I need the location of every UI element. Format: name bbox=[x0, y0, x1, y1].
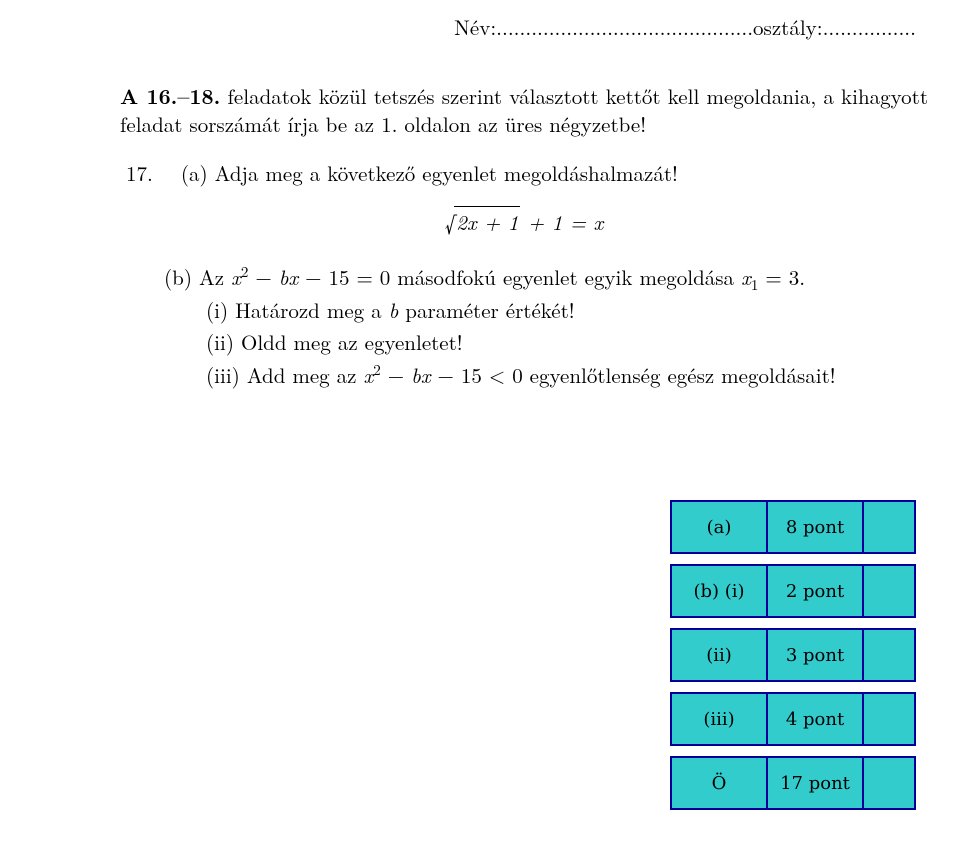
biii-before: Add meg az bbox=[240, 360, 364, 390]
score-points-cell: 3 pont bbox=[767, 629, 863, 681]
name-label: Név: bbox=[454, 12, 496, 42]
score-label-cell: (b) (i) bbox=[671, 565, 767, 617]
header-name-class: Név:....................................… bbox=[120, 12, 928, 42]
score-blank-cell bbox=[863, 565, 915, 617]
score-row: Ö17 pont bbox=[671, 757, 915, 809]
equation-tail: + 1 = x bbox=[520, 207, 603, 237]
sqrt-expr: √2x + 1 bbox=[445, 205, 521, 239]
name-dots: ........................................… bbox=[496, 12, 753, 42]
b-label: (b) bbox=[164, 262, 192, 292]
score-gap-row bbox=[671, 553, 915, 565]
part-b-iii: (iii) Add meg az x2 − bx − 15 < 0 egyenl… bbox=[164, 359, 928, 392]
q17-a-label: (a) bbox=[181, 158, 208, 188]
score-label-cell: Ö bbox=[671, 757, 767, 809]
b-mid2: − 15 = 0 másodfokú egyenlet egyik megold… bbox=[298, 262, 741, 292]
score-gap-cell bbox=[671, 745, 915, 757]
biii-mid2: − 15 < 0 egyenlőtlenség egész megoldásai… bbox=[431, 360, 836, 390]
class-label: osztály: bbox=[753, 12, 823, 42]
page-root: Név:....................................… bbox=[0, 0, 960, 851]
class-dots: ................ bbox=[823, 12, 916, 42]
part-b-i: (i) Határozd meg a b paraméter értékét! bbox=[164, 294, 928, 327]
score-tbody: (a)8 pont(b) (i)2 pont(ii)3 pont(iii)4 p… bbox=[671, 501, 915, 809]
score-row: (a)8 pont bbox=[671, 501, 915, 553]
q17-number: 17. bbox=[126, 158, 153, 188]
part-b-main: (b) Az x2 − bx − 15 = 0 másodfokú egyenl… bbox=[164, 261, 928, 294]
intro-paragraph: A 16.–18. feladatok közül tetszés szerin… bbox=[120, 82, 928, 139]
score-blank-cell bbox=[863, 693, 915, 745]
score-blank-cell bbox=[863, 629, 915, 681]
score-points-cell: 8 pont bbox=[767, 501, 863, 553]
part-b-block: (b) Az x2 − bx − 15 = 0 másodfokú egyenl… bbox=[120, 261, 928, 391]
score-gap-cell bbox=[671, 617, 915, 629]
b-bx: bx bbox=[279, 262, 298, 292]
score-label-cell: (ii) bbox=[671, 629, 767, 681]
score-row: (iii)4 pont bbox=[671, 693, 915, 745]
bii-label: (ii) bbox=[206, 327, 234, 357]
score-points-cell: 4 pont bbox=[767, 693, 863, 745]
bi-text: Határozd meg a bbox=[228, 295, 388, 325]
biii-mid1: − bbox=[381, 360, 411, 390]
score-gap-cell bbox=[671, 553, 915, 565]
b-before: Az bbox=[192, 262, 231, 292]
intro-prefix: A 16.–18. bbox=[120, 81, 220, 111]
sqrt-radicand: 2x + 1 bbox=[454, 206, 520, 237]
biii-exp: 2 bbox=[373, 359, 381, 380]
bii-text: Oldd meg az egyenletet! bbox=[234, 327, 463, 357]
bi-tail: paraméter értékét! bbox=[398, 295, 574, 325]
score-points-cell: 2 pont bbox=[767, 565, 863, 617]
score-row: (b) (i)2 pont bbox=[671, 565, 915, 617]
score-gap-row bbox=[671, 617, 915, 629]
score-gap-row bbox=[671, 745, 915, 757]
score-blank-cell bbox=[863, 501, 915, 553]
score-row: (ii)3 pont bbox=[671, 629, 915, 681]
radicand-text: 2x + 1 bbox=[456, 207, 518, 237]
biii-bx: bx bbox=[411, 360, 430, 390]
score-gap-row bbox=[671, 681, 915, 693]
score-blank-cell bbox=[863, 757, 915, 809]
b-x1: x bbox=[741, 262, 751, 292]
bi-b: b bbox=[389, 295, 399, 325]
b-eq3: = 3. bbox=[758, 262, 805, 292]
biii-x: x bbox=[364, 360, 374, 390]
question-17: 17. (a) Adja meg a következő egyenlet me… bbox=[120, 159, 928, 187]
score-gap-cell bbox=[671, 681, 915, 693]
score-table: (a)8 pont(b) (i)2 pont(ii)3 pont(iii)4 p… bbox=[670, 500, 916, 810]
bi-label: (i) bbox=[206, 295, 228, 325]
biii-label: (iii) bbox=[206, 360, 240, 390]
q17-a-text: Adja meg a következő egyenlet megoldásha… bbox=[208, 158, 678, 188]
score-table-wrap: (a)8 pont(b) (i)2 pont(ii)3 pont(iii)4 p… bbox=[670, 500, 916, 810]
intro-rest: feladatok közül tetszés szerint választo… bbox=[120, 81, 928, 139]
score-label-cell: (a) bbox=[671, 501, 767, 553]
b-x: x bbox=[231, 262, 241, 292]
part-b-ii: (ii) Oldd meg az egyenletet! bbox=[164, 326, 928, 359]
b-mid1: − bbox=[248, 262, 278, 292]
score-label-cell: (iii) bbox=[671, 693, 767, 745]
equation-line: √2x + 1 + 1 = x bbox=[120, 205, 928, 239]
score-points-cell: 17 pont bbox=[767, 757, 863, 809]
